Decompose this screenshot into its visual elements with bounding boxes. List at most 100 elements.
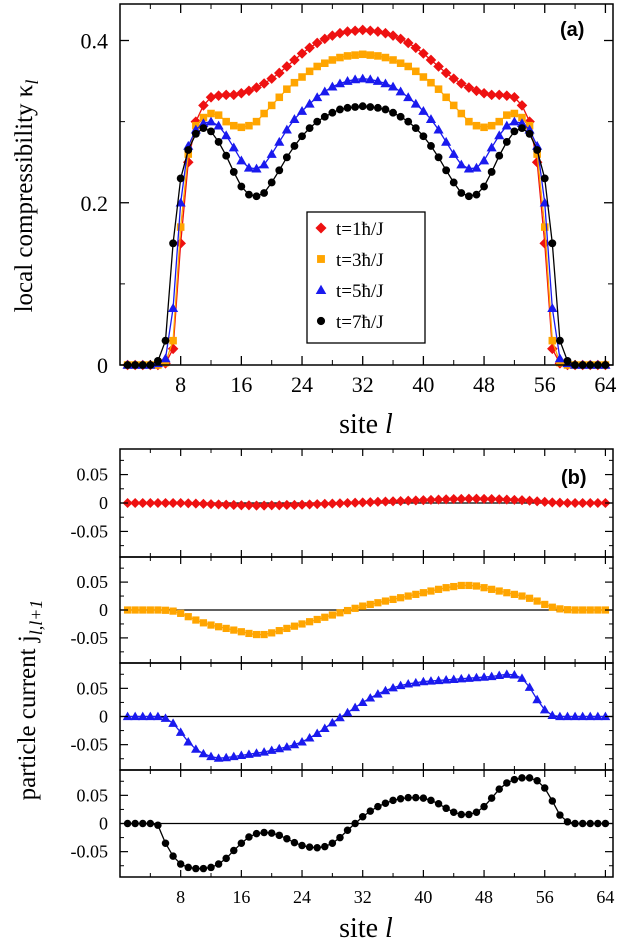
- data-point: [540, 223, 549, 231]
- data-point: [548, 603, 556, 611]
- data-point: [336, 105, 344, 114]
- legend-marker: [317, 255, 325, 263]
- data-point: [555, 336, 564, 345]
- panel-b-label: (b): [561, 467, 587, 489]
- data-point: [441, 494, 452, 505]
- data-point: [456, 673, 467, 683]
- data-point: [160, 497, 171, 509]
- data-point: [488, 585, 496, 593]
- data-point: [494, 130, 505, 140]
- data-point: [548, 797, 557, 805]
- data-point: [214, 623, 223, 631]
- data-point: [518, 113, 526, 122]
- data-point: [518, 124, 526, 133]
- data-point: [465, 581, 473, 590]
- data-point: [268, 629, 276, 637]
- data-point: [175, 727, 186, 736]
- data-point: [433, 494, 444, 505]
- data-point: [229, 121, 238, 130]
- data-point: [486, 89, 497, 101]
- data-point: [440, 67, 452, 79]
- x-tick-label: 56: [534, 372, 556, 397]
- data-point: [244, 749, 254, 758]
- data-point: [290, 142, 299, 150]
- data-point: [411, 124, 420, 133]
- data-point: [594, 819, 602, 828]
- data-point: [350, 74, 361, 84]
- data-point: [139, 606, 147, 614]
- data-point: [448, 149, 459, 158]
- data-point: [539, 704, 550, 714]
- legend-label: t=3ħ/J: [336, 250, 384, 271]
- legend-entry: t=7ħ/J: [316, 312, 384, 333]
- data-point: [365, 25, 376, 37]
- data-point: [365, 497, 376, 508]
- data-point: [305, 843, 314, 851]
- data-point: [563, 818, 572, 826]
- data-point: [184, 146, 193, 154]
- data-point: [450, 582, 458, 591]
- x-tick-label: 64: [596, 887, 614, 907]
- data-point: [592, 497, 603, 509]
- panel-a-label: (a): [560, 19, 584, 41]
- data-point: [570, 497, 581, 509]
- data-point: [273, 67, 285, 79]
- data-point: [366, 600, 374, 609]
- data-point: [555, 711, 565, 721]
- data-point: [190, 498, 201, 509]
- data-point: [199, 113, 208, 122]
- legend-label: t=7ħ/J: [336, 312, 384, 333]
- data-point: [319, 33, 331, 45]
- data-point: [160, 713, 171, 722]
- legend-marker: [316, 316, 326, 326]
- data-point: [207, 127, 215, 136]
- x-tick-label: 16: [230, 372, 252, 397]
- data-point: [396, 59, 405, 67]
- svg-text:site l: site l: [339, 913, 393, 944]
- data-point: [198, 748, 209, 758]
- data-point: [228, 499, 239, 511]
- data-point: [137, 497, 148, 509]
- data-point: [410, 98, 421, 108]
- data-point: [524, 682, 535, 691]
- data-point: [259, 500, 270, 511]
- data-point: [298, 620, 306, 628]
- data-point: [313, 62, 321, 71]
- data-point: [214, 138, 223, 146]
- data-point: [554, 353, 565, 363]
- data-point: [472, 121, 481, 130]
- data-point: [374, 599, 382, 607]
- data-point: [510, 109, 519, 118]
- data-point: [433, 124, 444, 134]
- y-tick-label: 0.05: [77, 465, 109, 485]
- data-point: [373, 689, 383, 698]
- x-tick-label: 24: [293, 887, 311, 907]
- data-point: [562, 497, 573, 509]
- data-point: [395, 495, 406, 507]
- data-point: [349, 25, 361, 37]
- data-point: [410, 495, 421, 506]
- data-point: [366, 807, 375, 815]
- data-point: [327, 498, 338, 509]
- data-point: [236, 500, 247, 511]
- svg-text:particle current jl,l+1: particle current jl,l+1: [14, 600, 46, 801]
- data-point: [184, 863, 193, 872]
- data-point: [357, 697, 368, 707]
- data-point: [205, 116, 217, 126]
- panel-b-y-title: particle current jl,l+1: [14, 600, 46, 801]
- data-point: [305, 67, 314, 76]
- data-point: [220, 89, 232, 101]
- data-point: [427, 142, 435, 150]
- x-tick-label: 32: [354, 887, 372, 907]
- data-point: [533, 597, 541, 605]
- data-point: [381, 105, 390, 114]
- data-point: [259, 747, 269, 756]
- panel-a-x-title: site l: [339, 409, 393, 440]
- data-point: [168, 303, 179, 313]
- data-point: [510, 590, 519, 598]
- data-point: [214, 111, 223, 119]
- data-point: [434, 85, 443, 93]
- data-point: [479, 672, 489, 681]
- data-point: [266, 149, 277, 158]
- data-point: [501, 669, 512, 678]
